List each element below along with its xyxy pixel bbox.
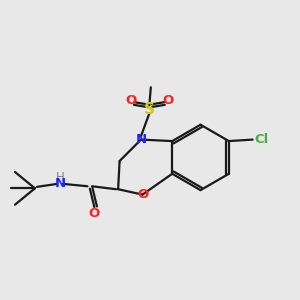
Text: O: O <box>89 206 100 220</box>
Text: H: H <box>56 171 64 184</box>
Text: S: S <box>144 102 155 117</box>
Text: O: O <box>138 188 149 201</box>
Text: O: O <box>162 94 173 107</box>
Text: O: O <box>125 94 136 107</box>
Text: Cl: Cl <box>254 133 269 146</box>
Text: N: N <box>135 133 147 146</box>
Text: N: N <box>55 177 66 190</box>
